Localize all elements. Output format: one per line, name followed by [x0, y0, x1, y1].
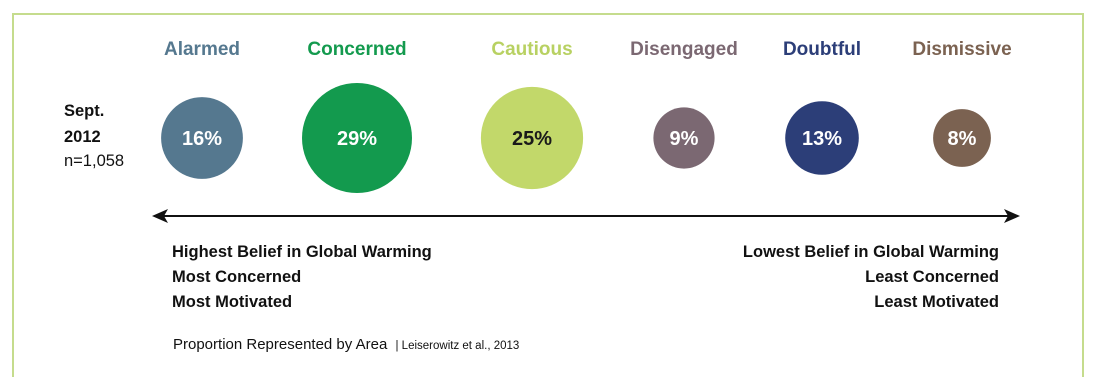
belief-axis-arrow — [152, 209, 1020, 223]
left-label-belief: Highest Belief in Global Warming — [172, 243, 432, 261]
chart-frame — [12, 13, 1084, 377]
bubble-doubtful — [785, 101, 859, 175]
category-label-doubtful: Doubtful — [783, 39, 861, 60]
left-label-concern: Most Concerned — [172, 268, 302, 286]
category-label-disengaged: Disengaged — [630, 39, 738, 60]
right-label-motivation: Least Motivated — [874, 293, 999, 311]
bubble-value-cautious: 25% — [512, 128, 552, 150]
period-year: 2012 — [64, 128, 101, 146]
left-label-motivation: Most Motivated — [172, 293, 293, 311]
category-label-cautious: Cautious — [491, 39, 572, 60]
sample-size: n=1,058 — [64, 152, 124, 170]
bubble-dismissive — [933, 109, 991, 167]
footnote: Proportion Represented by Area | Leisero… — [173, 336, 519, 353]
row-label: Sept. 2012 n=1,058 — [64, 102, 124, 170]
bubble-alarmed — [161, 97, 243, 179]
period-label: Sept. — [64, 102, 104, 120]
bubble-value-dismissive: 8% — [948, 128, 977, 150]
footnote-note: Proportion Represented by Area — [173, 336, 388, 353]
footnote-citation: | Leiserowitz et al., 2013 — [395, 340, 520, 352]
category-label-concerned: Concerned — [307, 39, 406, 60]
left-axis-labels: Highest Belief in Global Warming Most Co… — [172, 240, 432, 315]
bubble-value-doubtful: 13% — [802, 128, 842, 150]
bubble-disengaged — [653, 107, 715, 169]
bubble-value-alarmed: 16% — [182, 128, 222, 150]
bubble-value-disengaged: 9% — [670, 128, 699, 150]
bubble-value-concerned: 29% — [337, 128, 377, 150]
bubble-cautious — [480, 86, 584, 190]
bubble-concerned — [302, 83, 412, 193]
category-label-alarmed: Alarmed — [164, 39, 240, 60]
right-axis-labels: Lowest Belief in Global Warming Least Co… — [743, 240, 999, 315]
right-label-belief: Lowest Belief in Global Warming — [742, 243, 999, 261]
right-label-concern: Least Concerned — [865, 268, 999, 286]
right-arrowhead-icon — [1004, 209, 1020, 223]
left-arrowhead-icon — [152, 209, 168, 223]
category-label-dismissive: Dismissive — [912, 39, 1011, 60]
